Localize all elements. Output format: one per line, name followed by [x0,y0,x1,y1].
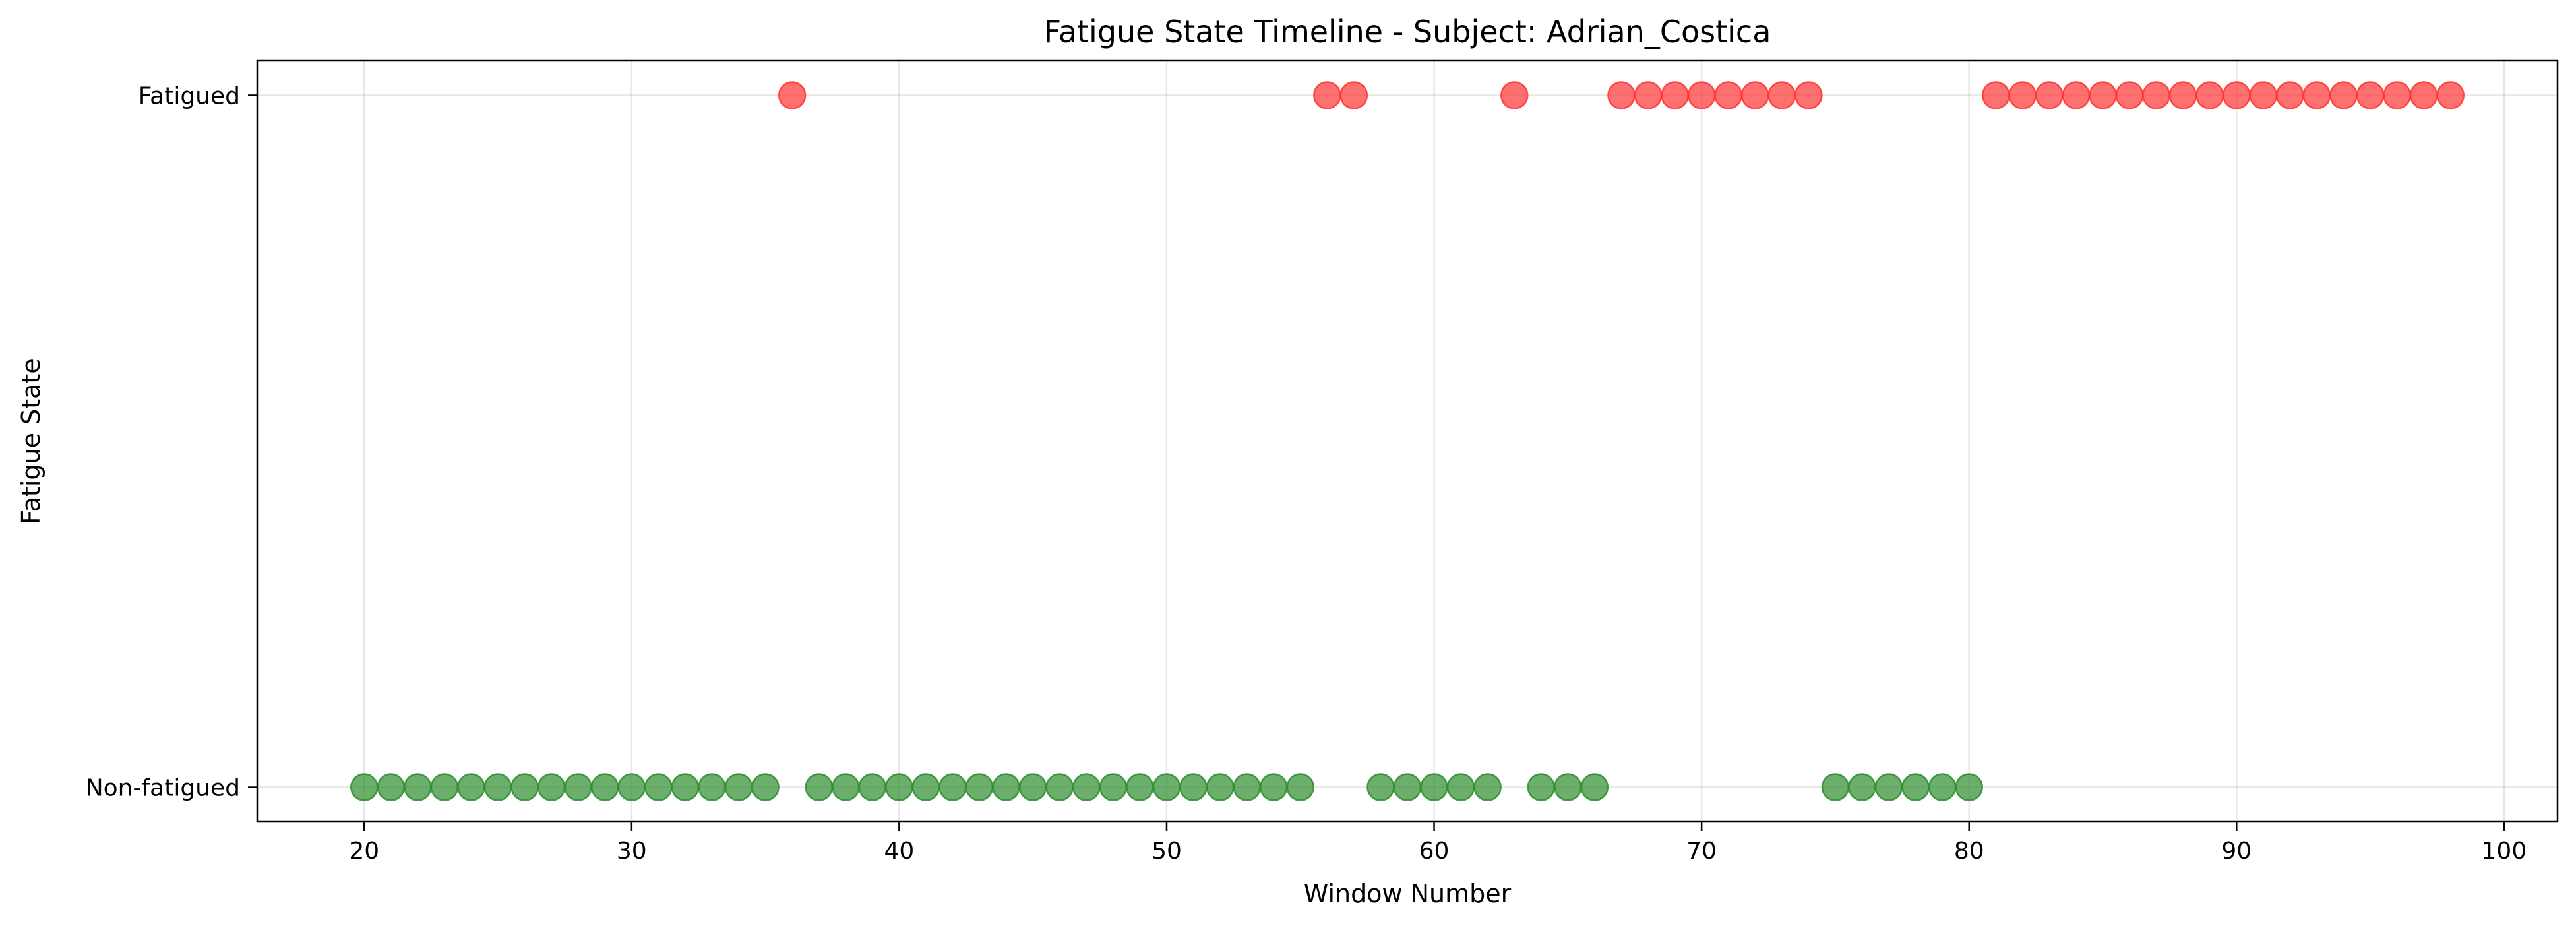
fatigued-point [778,81,807,109]
non-fatigued-point [724,773,753,801]
points-layer [350,81,2465,801]
fatigued-point [2089,81,2117,109]
fatigued-point [1687,81,1716,109]
non-fatigued-point [591,773,619,801]
x-tick-label: 90 [2221,838,2252,865]
fatigued-point [2329,81,2358,109]
non-fatigued-point [671,773,700,801]
x-axis-label: Window Number [1304,879,1512,908]
non-fatigued-point [911,773,940,801]
non-fatigued-point [1446,773,1475,801]
y-axis-label: Fatigue State [16,358,46,524]
x-tick-label: 100 [2482,838,2527,865]
non-fatigued-point [1420,773,1448,801]
fatigued-point [1313,81,1341,109]
non-fatigued-point [885,773,913,801]
non-fatigued-point [1580,773,1609,801]
non-fatigued-point [457,773,485,801]
non-fatigued-point [1955,773,1983,801]
x-tick-label: 20 [349,838,379,865]
x-tick-label: 30 [617,838,647,865]
fatigued-point [1339,81,1368,109]
x-tick-label: 80 [1954,838,1984,865]
fatigued-point [2195,81,2224,109]
non-fatigued-point [1072,773,1101,801]
fatigued-point [2168,81,2197,109]
non-fatigued-point [537,773,566,801]
non-fatigued-point [1366,773,1395,801]
x-tick-label: 70 [1686,838,1717,865]
non-fatigued-point [1901,773,1930,801]
non-fatigued-point [1928,773,1957,801]
non-fatigued-point [430,773,459,801]
non-fatigued-point [350,773,379,801]
fatigued-point [1500,81,1529,109]
non-fatigued-point [1126,773,1154,801]
non-fatigued-point [1874,773,1903,801]
plot-frame [256,59,2559,823]
x-tick-label: 60 [1419,838,1450,865]
non-fatigued-point [1233,773,1261,801]
non-fatigued-point [858,773,887,801]
non-fatigued-point [965,773,994,801]
non-fatigued-point [1527,773,1556,801]
non-fatigued-point [617,773,646,801]
fatigued-point [1634,81,1663,109]
chart-title: Fatigue State Timeline - Subject: Adrian… [1044,14,1771,49]
non-fatigued-point [1473,773,1502,801]
non-fatigued-point [564,773,592,801]
non-fatigued-point [1848,773,1876,801]
fatigued-point [2142,81,2170,109]
non-fatigued-point [751,773,780,801]
fatigued-point [2383,81,2411,109]
non-fatigued-point [404,773,432,801]
fatigued-point [1982,81,2010,109]
non-fatigued-point [698,773,726,801]
fatigued-point [2062,81,2091,109]
non-fatigued-point [805,773,833,801]
fatigued-point [2249,81,2278,109]
x-tick-label: 40 [884,838,914,865]
non-fatigued-point [992,773,1020,801]
fatigued-point [2035,81,2064,109]
non-fatigued-point [938,773,967,801]
non-fatigued-point [1286,773,1315,801]
fatigued-point [1714,81,1742,109]
non-fatigued-point [1179,773,1208,801]
fatigued-point [1741,81,1769,109]
x-tick-label: 50 [1151,838,1182,865]
grid-layer [257,61,2558,822]
non-fatigued-point [510,773,539,801]
fatigued-point [1607,81,1636,109]
non-fatigued-point [832,773,860,801]
fatigued-point [2409,81,2438,109]
fatigued-point [2008,81,2037,109]
fatigued-point [2223,81,2251,109]
y-tick-label: Fatigued [138,82,240,109]
fatigued-point [2302,81,2331,109]
non-fatigued-point [1554,773,1582,801]
non-fatigued-point [377,773,406,801]
non-fatigued-point [1152,773,1181,801]
ticks-layer: 20 30 40 50 60 70 80 90 100 Non-fatigued Fatigued [86,82,2527,865]
non-fatigued-point [1045,773,1074,801]
non-fatigued-point [1259,773,1288,801]
fatigued-point [1661,81,1689,109]
y-tick-label: Non-fatigued [86,775,240,802]
non-fatigued-point [1821,773,1850,801]
fatigued-point [2356,81,2385,109]
non-fatigued-point [1018,773,1047,801]
non-fatigued-point [1206,773,1235,801]
fatigued-point [2436,81,2465,109]
non-fatigued-point [483,773,512,801]
fatigued-point [2276,81,2304,109]
fatigued-point [2115,81,2144,109]
fatigued-point [1794,81,1823,109]
fatigued-point [1767,81,1796,109]
non-fatigued-point [1099,773,1128,801]
non-fatigued-point [644,773,673,801]
non-fatigued-point [1393,773,1422,801]
